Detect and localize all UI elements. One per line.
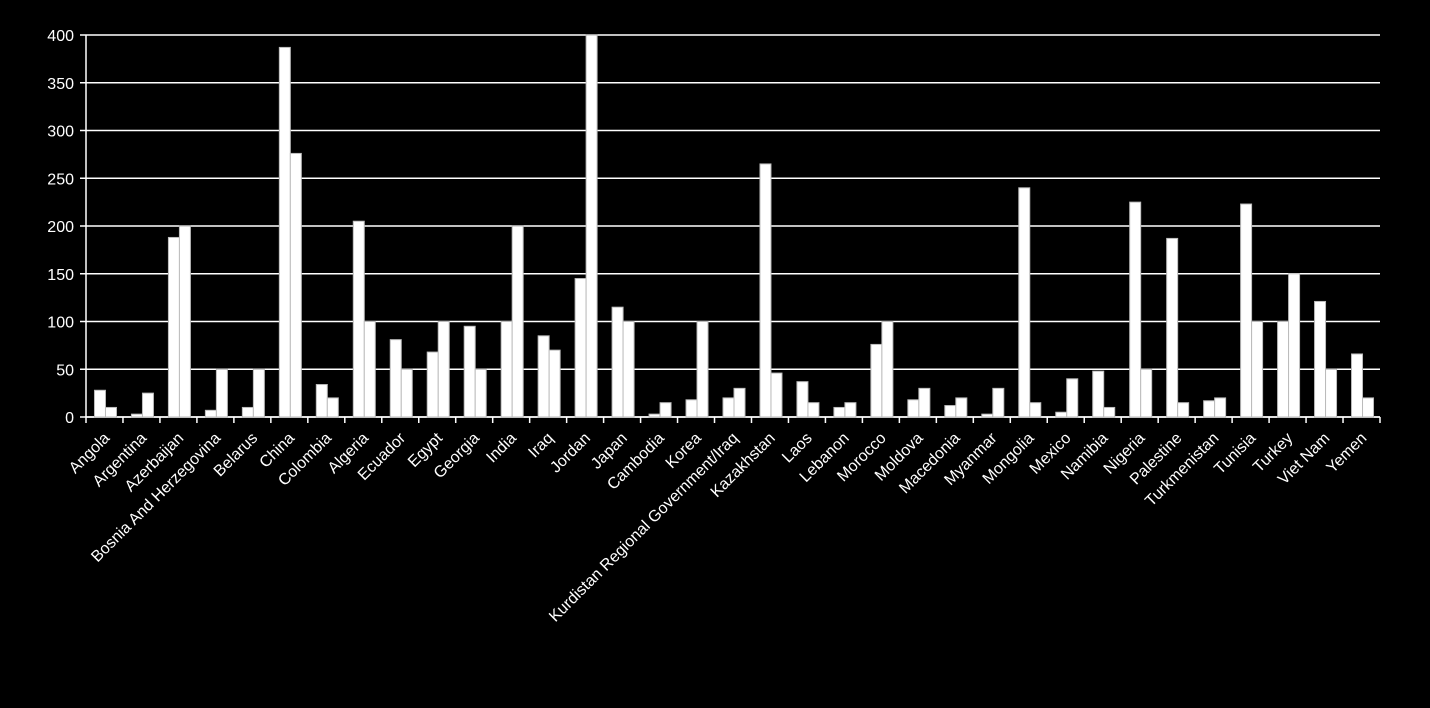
bar: [1314, 300, 1327, 418]
bar: [548, 349, 561, 418]
bar: [326, 397, 339, 418]
bar: [611, 306, 624, 418]
bar: [315, 384, 328, 418]
bar: [733, 387, 746, 418]
bar: [167, 236, 180, 418]
bar: [1240, 203, 1253, 418]
bar: [1066, 378, 1079, 418]
bar: [1251, 321, 1264, 418]
bar: [426, 351, 439, 418]
bar: [1103, 406, 1116, 418]
bar: [215, 368, 228, 418]
bar: [1325, 368, 1338, 418]
bar: [1166, 237, 1179, 418]
y-tick-label: 400: [47, 28, 74, 45]
bar: [992, 387, 1005, 418]
y-tick-label: 200: [47, 219, 74, 236]
x-tick-label: Tunisia: [1211, 430, 1259, 478]
y-tick-label: 0: [65, 410, 74, 427]
bar: [352, 220, 365, 418]
bar: [363, 321, 376, 418]
bar: [944, 405, 957, 418]
bar: [1277, 321, 1290, 418]
bar: [1288, 273, 1301, 418]
x-tick-label: Jordan: [547, 430, 594, 477]
bar: [622, 321, 635, 418]
bar: [130, 413, 143, 418]
bar: [770, 372, 783, 418]
bar: [1092, 370, 1105, 418]
bar: [1351, 353, 1364, 418]
y-tick-label: 150: [47, 267, 74, 284]
bar: [722, 397, 735, 418]
y-tick-label: 350: [47, 76, 74, 93]
y-tick-label: 100: [47, 315, 74, 332]
bar: [511, 225, 524, 418]
bar: [141, 392, 154, 418]
bar: [289, 152, 302, 418]
bar: [1018, 187, 1031, 418]
bar: [104, 406, 117, 418]
bar: [400, 368, 413, 418]
bar: [463, 325, 476, 418]
bar: [659, 402, 672, 418]
bar: [881, 321, 894, 418]
bar: [844, 402, 857, 418]
bar: [1129, 201, 1142, 418]
y-tick-label: 250: [47, 171, 74, 188]
bar: [252, 368, 265, 418]
bar: [204, 409, 217, 418]
bar: [648, 413, 661, 418]
bar: [178, 225, 191, 418]
bar: [918, 387, 931, 418]
bar: [389, 339, 402, 418]
bar: [278, 46, 291, 418]
bar: [807, 402, 820, 418]
bar: [1140, 368, 1153, 418]
bar: [1029, 402, 1042, 418]
bar: [1055, 411, 1068, 418]
x-tick-label: Yemen: [1324, 430, 1371, 477]
bar: [1214, 397, 1227, 418]
y-tick-label: 300: [47, 124, 74, 141]
bar: [437, 321, 450, 418]
bar: [759, 163, 772, 418]
bar: [241, 406, 254, 418]
bar: [585, 34, 598, 418]
bar: [870, 343, 883, 418]
bar: [907, 399, 920, 418]
bar: [796, 381, 809, 418]
bar: [574, 278, 587, 418]
bar: [500, 321, 513, 418]
y-tick-label: 50: [56, 362, 74, 379]
bar: [955, 397, 968, 418]
x-tick-label: India: [483, 430, 520, 467]
bar: [696, 321, 709, 418]
bar: [474, 368, 487, 418]
bar: [833, 406, 846, 418]
bar: [537, 335, 550, 418]
bar: [1362, 397, 1375, 418]
bar: [685, 399, 698, 418]
bar: [981, 413, 994, 418]
bar: [93, 389, 106, 418]
bar: [1203, 400, 1216, 418]
bar: [1177, 402, 1190, 418]
x-tick-label: Iraq: [525, 430, 557, 462]
